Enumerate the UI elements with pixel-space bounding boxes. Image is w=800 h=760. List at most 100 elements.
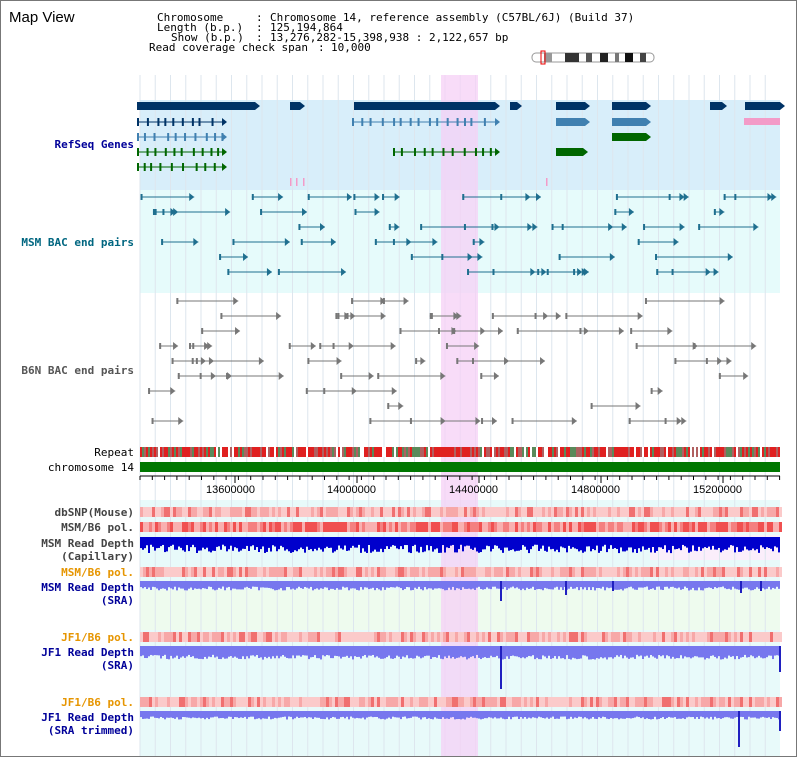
polymorphism-cell: [332, 522, 335, 532]
depth-bar: [512, 581, 514, 587]
track-label-jf1-depth-trim-sub: (SRA trimmed): [47, 724, 134, 737]
depth-bar: [402, 646, 404, 657]
depth-bar: [716, 581, 718, 589]
depth-bar: [590, 646, 592, 660]
b6n-pair-start: [630, 328, 633, 334]
repeat-segment: [334, 447, 336, 457]
depth-bar: [524, 581, 526, 591]
polymorphism-cell: [161, 697, 164, 707]
msm-pair-end: [189, 193, 195, 201]
depth-bar: [600, 581, 602, 589]
polymorphism-cell: [770, 567, 773, 577]
polymorphism-cell: [497, 632, 500, 642]
depth-bar: [418, 711, 420, 718]
depth-bar: [430, 646, 432, 659]
repeat-segment: [528, 447, 530, 457]
depth-bar: [284, 537, 286, 551]
polymorphism-cell: [260, 507, 263, 517]
depth-bar: [546, 581, 548, 589]
depth-bar: [488, 537, 490, 547]
polymorphism-cell: [590, 697, 593, 707]
depth-bar: [286, 646, 288, 658]
polymorphism-cell: [365, 567, 368, 577]
repeat-segment: [222, 447, 224, 457]
depth-bar: [158, 711, 160, 719]
depth-bar: [676, 711, 678, 719]
polymorphism-cell: [200, 632, 203, 642]
polymorphism-cell: [674, 522, 677, 532]
polymorphism-cell: [554, 697, 557, 707]
msm-pair-end: [679, 193, 685, 201]
depth-bar: [710, 711, 712, 717]
polymorphism-cell: [467, 632, 470, 642]
depth-bar: [530, 646, 532, 657]
depth-bar: [162, 581, 164, 589]
polymorphism-cell: [416, 697, 419, 707]
msm-pair-end: [628, 208, 634, 216]
b6n-pair-end: [173, 342, 179, 350]
depth-bar: [734, 646, 736, 660]
depth-bar: [228, 711, 230, 717]
depth-bar: [338, 711, 340, 719]
depth-bar: [306, 646, 308, 656]
b6n-pair-start: [693, 343, 696, 349]
gene-exon: [137, 118, 139, 126]
depth-bar: [322, 581, 324, 589]
repeat-segment: [168, 447, 170, 457]
depth-bar: [476, 711, 478, 719]
polymorphism-cell: [500, 507, 503, 517]
depth-bar: [256, 581, 258, 587]
depth-bar: [522, 711, 524, 719]
depth-bar: [474, 711, 476, 718]
polymorphism-cell: [536, 567, 539, 577]
repeat-segment: [378, 447, 380, 457]
polymorphism-cell: [203, 567, 206, 577]
polymorphism-cell: [209, 522, 212, 532]
polymorphism-cell: [644, 697, 647, 707]
polymorphism-cell: [578, 567, 581, 577]
repeat-segment: [266, 447, 268, 457]
repeat-segment: [384, 447, 386, 457]
depth-bar: [158, 581, 160, 591]
polymorphism-cell: [617, 567, 620, 577]
polymorphism-cell: [209, 507, 212, 517]
repeat-segment: [202, 447, 204, 457]
depth-bar: [322, 646, 324, 656]
repeat-segment: [424, 447, 426, 457]
polymorphism-cell: [443, 522, 446, 532]
depth-bar: [722, 537, 724, 551]
polymorphism-cell: [578, 697, 581, 707]
depth-bar: [500, 537, 502, 551]
repeat-segment: [702, 447, 704, 457]
polymorphism-cell: [605, 507, 608, 517]
depth-bar: [210, 581, 212, 587]
polymorphism-cell: [200, 522, 203, 532]
polymorphism-cell: [443, 507, 446, 517]
depth-bar: [228, 537, 230, 550]
depth-bar: [444, 581, 446, 591]
b6n-pair-end: [474, 342, 480, 350]
polymorphism-cell: [350, 522, 353, 532]
polymorphism-cell: [533, 507, 536, 517]
depth-bar: [252, 537, 254, 546]
gene-block: [612, 133, 646, 141]
depth-bar: [464, 537, 466, 547]
depth-bar: [704, 646, 706, 660]
depth-bar: [654, 646, 656, 658]
polymorphism-cell: [281, 522, 284, 532]
polymorphism-cell: [455, 697, 458, 707]
polymorphism-cell: [539, 507, 542, 517]
depth-bar: [316, 711, 318, 718]
polymorphism-cell: [554, 632, 557, 642]
depth-bar: [758, 581, 760, 589]
depth-bar: [184, 537, 186, 552]
depth-bar: [486, 581, 488, 588]
b6n-pair-start: [590, 403, 593, 409]
polymorphism-cell: [326, 567, 329, 577]
polymorphism-cell: [572, 567, 575, 577]
polymorphism-cell: [614, 507, 617, 517]
depth-bar: [434, 711, 436, 718]
repeat-segment: [410, 447, 412, 457]
repeat-segment: [762, 447, 764, 457]
